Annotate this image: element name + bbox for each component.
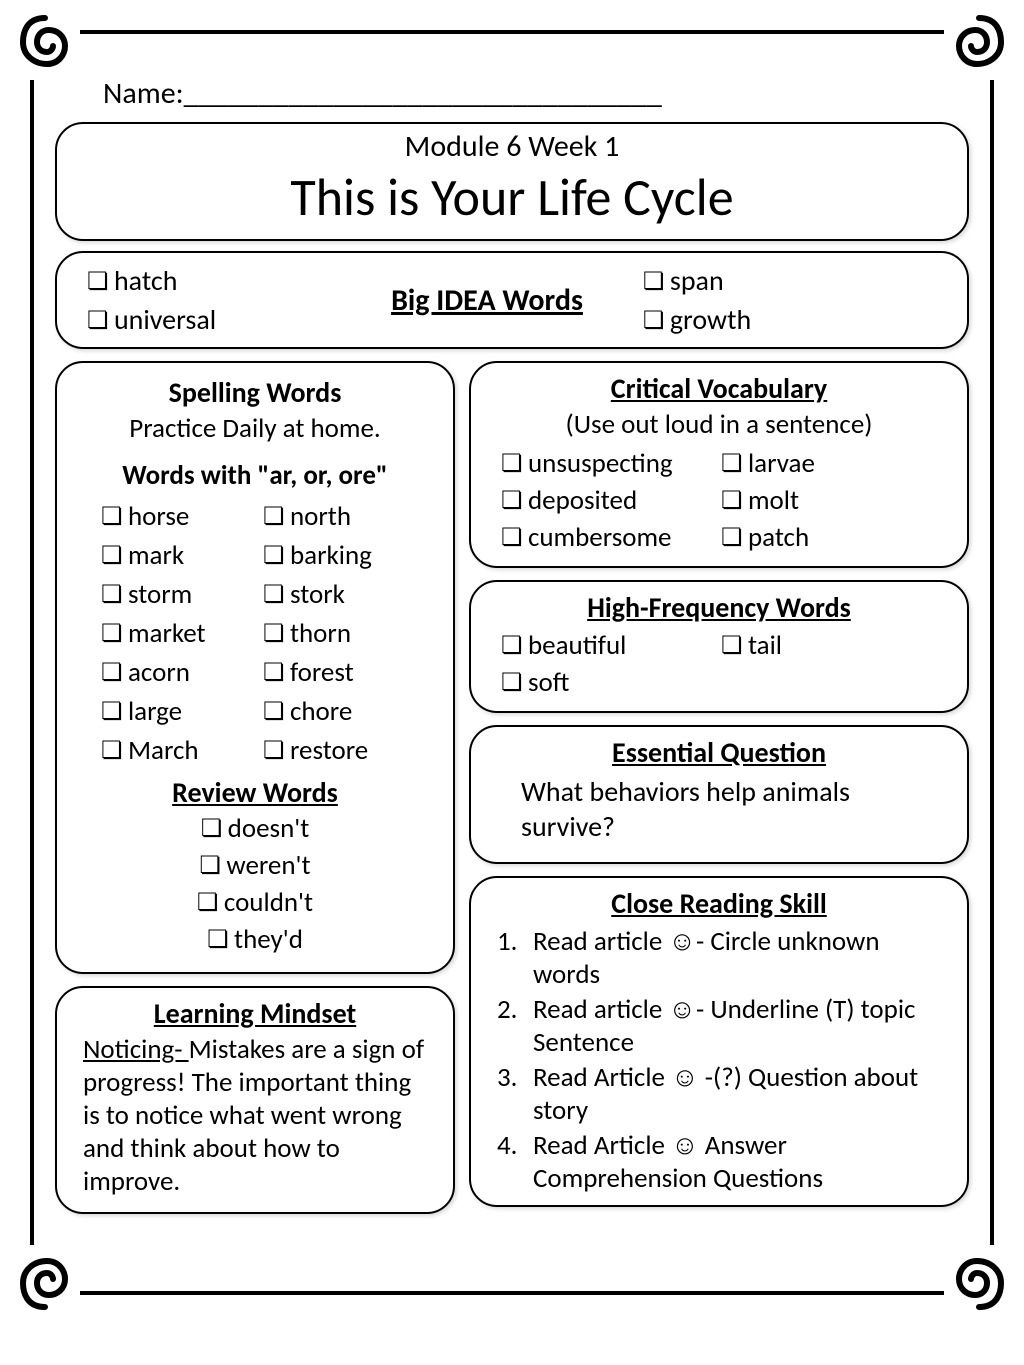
vocab-word[interactable]: unsuspecting bbox=[501, 447, 717, 480]
reading-heading: Close Reading Skill bbox=[491, 886, 947, 921]
step-number: 2. bbox=[497, 993, 533, 1059]
spelling-word[interactable]: acorn bbox=[101, 656, 257, 689]
step-number: 1. bbox=[497, 925, 533, 991]
big-idea-word[interactable]: hatch bbox=[87, 263, 381, 298]
review-word[interactable]: doesn't bbox=[201, 812, 310, 845]
spelling-word[interactable]: stork bbox=[263, 578, 419, 611]
worksheet-title: This is Your Life Cycle bbox=[77, 165, 947, 229]
hf-box: High-Frequency Words beautifultailsoft bbox=[469, 580, 969, 713]
spelling-box: Spelling Words Practice Daily at home. W… bbox=[55, 361, 455, 974]
hf-word[interactable]: tail bbox=[721, 629, 937, 662]
review-heading: Review Words bbox=[71, 775, 439, 810]
step-text: Read Article ☺ Answer Comprehension Ques… bbox=[533, 1129, 941, 1195]
big-idea-word[interactable]: universal bbox=[87, 302, 381, 337]
vocab-heading: Critical Vocabulary bbox=[491, 371, 947, 406]
step-text: Read article ☺- Circle unknown words bbox=[533, 925, 941, 991]
big-idea-word[interactable]: growth bbox=[643, 302, 937, 337]
spelling-word[interactable]: March bbox=[101, 734, 257, 767]
review-word[interactable]: couldn't bbox=[197, 886, 313, 919]
essential-heading: Essential Question bbox=[491, 735, 947, 770]
reading-step: 4.Read Article ☺ Answer Comprehension Qu… bbox=[497, 1129, 941, 1195]
worksheet-content: Name:________________________________ Mo… bbox=[55, 55, 969, 1280]
big-idea-heading: Big IDEA Words bbox=[381, 282, 593, 319]
vocab-subtext: (Use out loud in a sentence) bbox=[491, 408, 947, 441]
spelling-word[interactable]: horse bbox=[101, 500, 257, 533]
spelling-word[interactable]: barking bbox=[263, 539, 419, 572]
vocab-box: Critical Vocabulary (Use out loud in a s… bbox=[469, 361, 969, 568]
spelling-word[interactable]: market bbox=[101, 617, 257, 650]
spelling-word[interactable]: forest bbox=[263, 656, 419, 689]
reading-step: 3.Read Article ☺ -(?) Question about sto… bbox=[497, 1061, 941, 1127]
spelling-word[interactable]: restore bbox=[263, 734, 419, 767]
vocab-word[interactable]: molt bbox=[721, 484, 937, 517]
big-idea-box: hatch universal Big IDEA Words span growth bbox=[55, 251, 969, 349]
name-field-label[interactable]: Name:________________________________ bbox=[103, 75, 969, 112]
mindset-text: Noticing- Mistakes are a sign of progres… bbox=[77, 1031, 433, 1204]
spelling-word[interactable]: chore bbox=[263, 695, 419, 728]
spelling-word[interactable]: thorn bbox=[263, 617, 419, 650]
step-number: 3. bbox=[497, 1061, 533, 1127]
hf-word[interactable]: soft bbox=[501, 666, 717, 699]
spelling-word[interactable]: storm bbox=[101, 578, 257, 611]
mindset-box: Learning Mindset Noticing- Mistakes are … bbox=[55, 986, 455, 1214]
vocab-word[interactable]: patch bbox=[721, 521, 937, 554]
vocab-word[interactable]: cumbersome bbox=[501, 521, 717, 554]
vocab-word[interactable]: larvae bbox=[721, 447, 937, 480]
spelling-heading: Spelling Words bbox=[71, 375, 439, 410]
step-text: Read Article ☺ -(?) Question about story bbox=[533, 1061, 941, 1127]
big-idea-word[interactable]: span bbox=[643, 263, 937, 298]
step-text: Read article ☺- Underline (T) topic Sent… bbox=[533, 993, 941, 1059]
essential-box: Essential Question What behaviors help a… bbox=[469, 725, 969, 864]
reading-step: 1.Read article ☺- Circle unknown words bbox=[497, 925, 941, 991]
spelling-pattern: Words with "ar, or, ore" bbox=[71, 459, 439, 492]
spelling-subtext: Practice Daily at home. bbox=[71, 412, 439, 445]
hf-heading: High-Frequency Words bbox=[491, 590, 947, 625]
review-word[interactable]: weren't bbox=[199, 849, 310, 882]
mindset-heading: Learning Mindset bbox=[77, 996, 433, 1031]
spelling-word[interactable]: large bbox=[101, 695, 257, 728]
essential-text: What behaviors help animals survive? bbox=[491, 770, 947, 854]
vocab-word[interactable]: deposited bbox=[501, 484, 717, 517]
spelling-word[interactable]: north bbox=[263, 500, 419, 533]
spelling-word[interactable]: mark bbox=[101, 539, 257, 572]
review-word[interactable]: they'd bbox=[207, 923, 303, 956]
hf-word[interactable]: beautiful bbox=[501, 629, 717, 662]
mindset-label: Noticing- bbox=[83, 1033, 189, 1066]
reading-step: 2.Read article ☺- Underline (T) topic Se… bbox=[497, 993, 941, 1059]
step-number: 4. bbox=[497, 1129, 533, 1195]
module-label: Module 6 Week 1 bbox=[77, 128, 947, 165]
reading-box: Close Reading Skill 1.Read article ☺- Ci… bbox=[469, 876, 969, 1207]
header-box: Module 6 Week 1 This is Your Life Cycle bbox=[55, 122, 969, 241]
